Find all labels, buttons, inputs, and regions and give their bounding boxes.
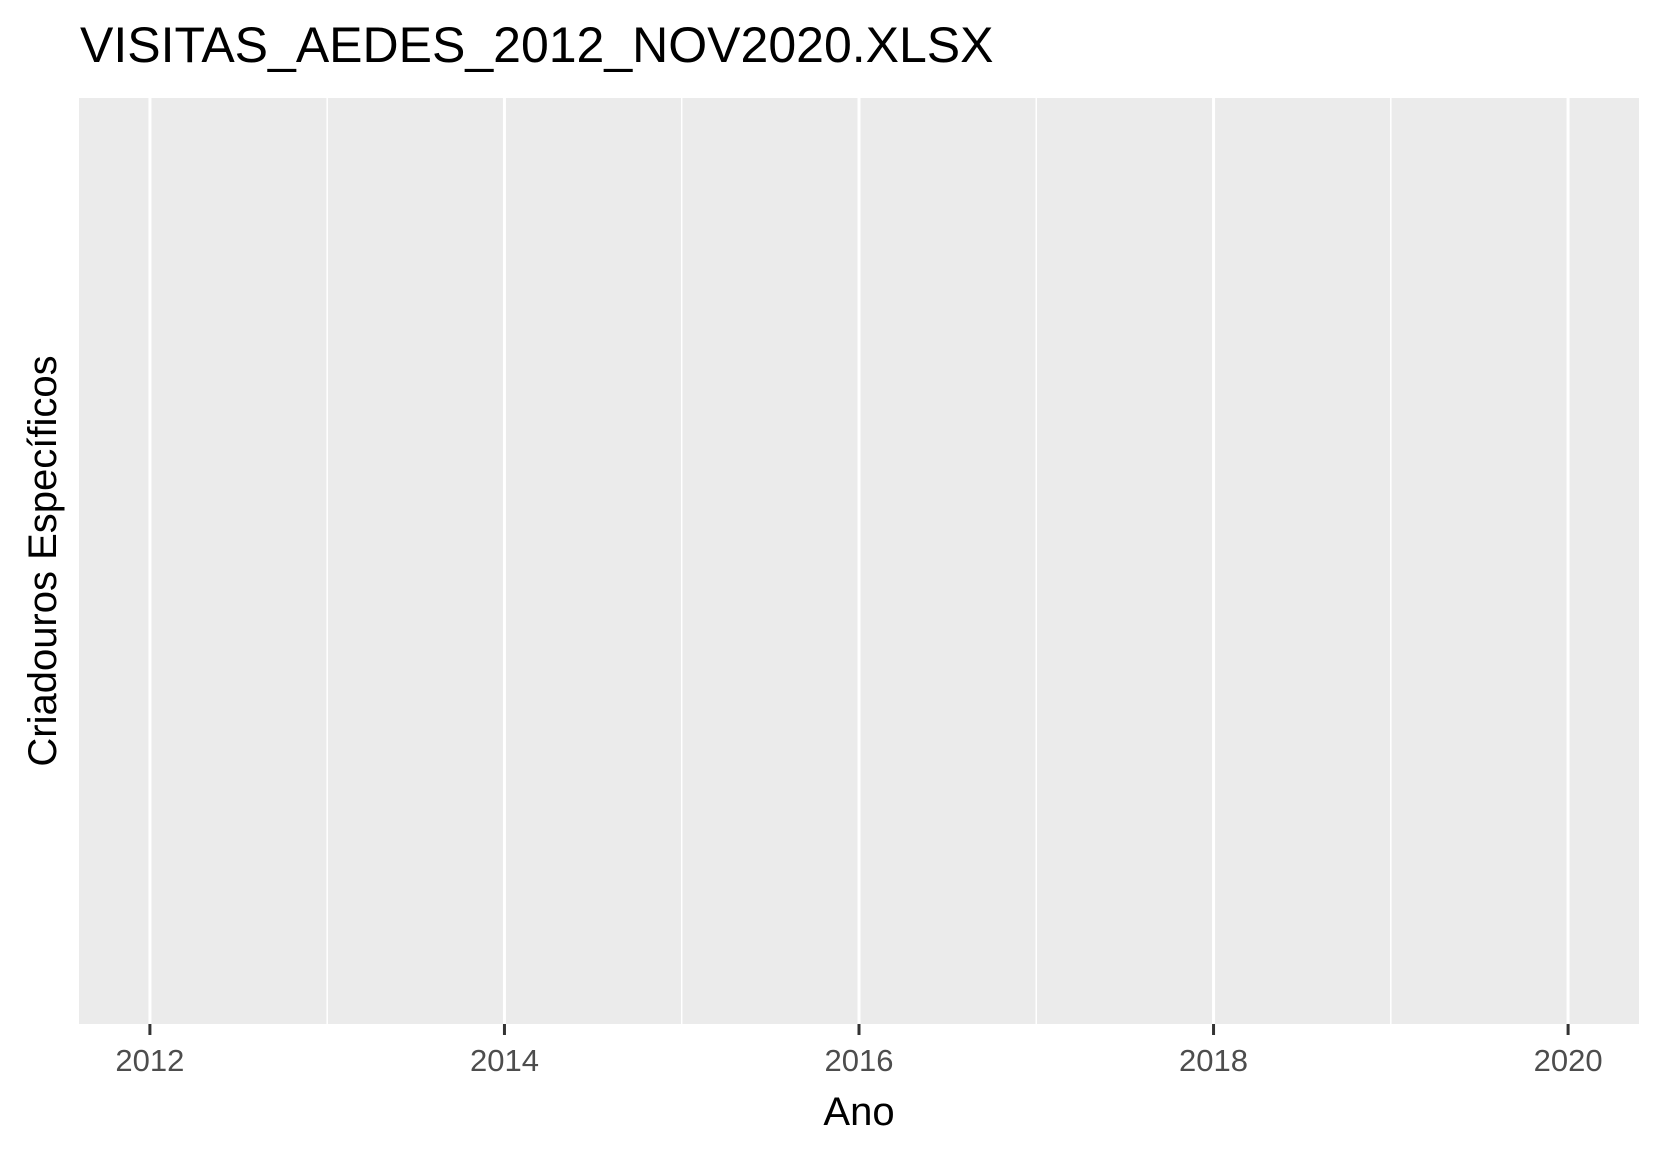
x-tick-label: 2014 [470,1043,539,1078]
x-tick-label: 2012 [115,1043,184,1078]
chart-title: VISITAS_AEDES_2012_NOV2020.XLSX [80,17,994,73]
x-tick-label: 2020 [1534,1043,1603,1078]
y-axis-title: Criadouros Específicos [21,355,65,766]
x-tick-label: 2018 [1179,1043,1248,1078]
grid-layer [148,98,1570,1024]
x-axis: 2012 2014 2016 2018 2020 [115,1024,1603,1078]
x-axis-title: Ano [823,1090,894,1134]
x-tick-label: 2016 [825,1043,894,1078]
